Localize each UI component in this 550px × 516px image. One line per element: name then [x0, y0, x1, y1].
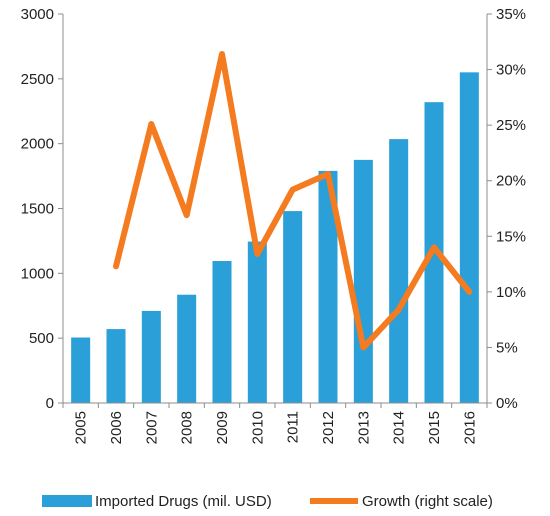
y-left-tick-label: 1000: [21, 265, 54, 282]
y-left-tick-label: 3000: [21, 6, 54, 23]
x-tick-label: 2005: [73, 411, 90, 444]
legend: Imported Drugs (mil. USD) Growth (right …: [42, 493, 493, 510]
bar-2007: [141, 310, 161, 403]
y-left-tick-label: 0: [46, 395, 54, 412]
x-tick-label: 2011: [285, 411, 302, 443]
y-left-tick-label: 2000: [21, 136, 54, 153]
y-right-tick-label: 15%: [496, 228, 526, 245]
x-tick-label: 2013: [355, 411, 372, 444]
bar-2011: [283, 211, 303, 403]
x-tick-label: 2009: [214, 411, 231, 444]
x-tick-label: 2007: [143, 411, 160, 444]
bar-series-imported-drugs: [71, 72, 479, 403]
y-right-tick-label: 0%: [496, 395, 518, 412]
bar-2006: [106, 329, 126, 403]
y-right-tick-label: 10%: [496, 284, 526, 301]
x-tick-label: 2012: [320, 411, 337, 444]
bar-2014: [389, 139, 409, 403]
x-tick-label: 2016: [461, 411, 478, 444]
line-series-growth: [113, 51, 473, 351]
y-right-tick-label: 30%: [496, 62, 526, 79]
x-tick-label: 2006: [108, 411, 125, 444]
bar-2013: [353, 159, 373, 403]
y-left-tick-label: 1500: [21, 201, 54, 218]
y-right-tick-label: 20%: [496, 173, 526, 190]
x-tick-label: 2014: [391, 411, 408, 444]
x-tick-label: 2008: [179, 411, 196, 444]
y-right-tick-label: 25%: [496, 117, 526, 134]
legend-label-growth: Growth (right scale): [362, 493, 493, 510]
bar-2008: [177, 294, 197, 403]
y-left-tick-label: 500: [29, 330, 54, 347]
bar-2010: [247, 241, 267, 403]
x-tick-label: 2010: [249, 411, 266, 444]
bar-2016: [459, 72, 479, 403]
y-right-tick-label: 35%: [496, 6, 526, 23]
axes: 0 500 1000 1500 2000 2500 3000 0% 5% 10% 15% 20% 25%…: [21, 6, 526, 444]
y-left-tick-label: 2500: [21, 71, 54, 88]
legend-label-imported-drugs: Imported Drugs (mil. USD): [95, 493, 272, 510]
bar-2012: [318, 170, 338, 403]
bar-2009: [212, 261, 232, 403]
x-tick-label: 2015: [426, 411, 443, 444]
y-right-tick-label: 5%: [496, 339, 518, 356]
legend-swatch-imported-drugs: [42, 495, 92, 507]
bar-2005: [71, 337, 91, 403]
